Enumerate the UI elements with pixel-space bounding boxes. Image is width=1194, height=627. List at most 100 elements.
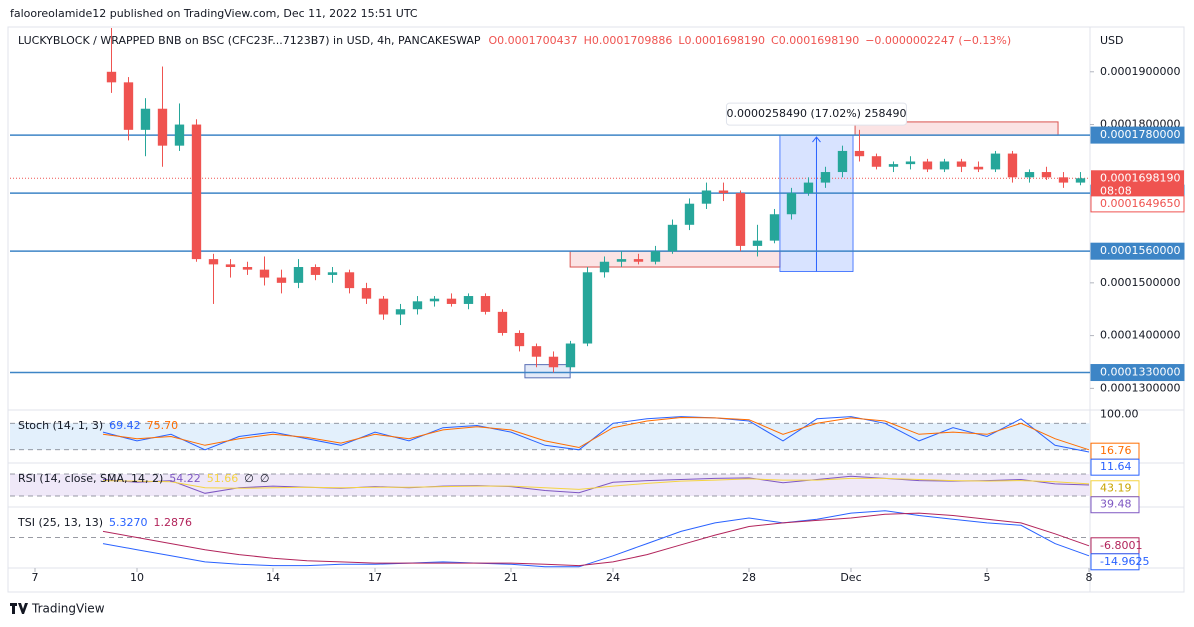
y-tick-label: 0.0001500000 — [1100, 276, 1180, 289]
candle-body — [344, 272, 355, 289]
indicator-axis-label: 16.76 — [1100, 444, 1132, 457]
chart-frame — [7, 26, 1185, 593]
ohlc-value: −0.0000002247 (−0.13%) — [865, 34, 1011, 47]
indicator-name: TSI (25, 13, 13) — [17, 516, 103, 529]
indicator-axis-label: 39.48 — [1100, 498, 1132, 511]
indicator-axis-label: 11.64 — [1100, 460, 1132, 473]
candle-body — [123, 82, 134, 130]
indicator-axis-label: 100.00 — [1100, 407, 1139, 420]
indicator-axis-label: -14.9625 — [1100, 555, 1149, 568]
level-label: 0.0001560000 — [1100, 244, 1180, 257]
candle-body — [1041, 172, 1052, 178]
indicator-axis-label: 43.19 — [1100, 482, 1132, 495]
candle-body — [667, 224, 678, 252]
indicator-value: 51.66 — [207, 472, 239, 485]
candle-body — [684, 203, 695, 225]
indicator-legend: TSI (25, 13, 13) 5.3270 1.2876 — [17, 516, 192, 529]
indicator-axis-label: -6.8001 — [1100, 539, 1142, 552]
candle-body — [378, 298, 389, 315]
x-tick-label: 17 — [368, 571, 382, 584]
zone — [524, 364, 571, 379]
candle-body — [293, 267, 304, 283]
candle-body — [412, 301, 423, 310]
indicator-legend: Stoch (14, 1, 3) 69.42 75.70 — [18, 419, 178, 432]
candle-body — [973, 166, 984, 170]
candle-body — [650, 251, 661, 262]
countdown-label: 08:08 — [1100, 184, 1132, 197]
indicator-line — [102, 416, 1090, 453]
candle-body — [480, 296, 491, 312]
candle-body — [310, 267, 321, 275]
candle-body — [939, 161, 950, 170]
candle-body — [191, 124, 202, 260]
indicator-legend: RSI (14, close, SMA, 14, 2) 54.22 51.66 ∅ ∅ — [18, 472, 269, 485]
indicator-value: 1.2876 — [154, 516, 193, 529]
indicator-line — [102, 477, 1090, 490]
symbol-title: LUCKYBLOCK / WRAPPED BNB on BSC (CFC23F.… — [18, 34, 481, 47]
y-tick-label: 0.0001400000 — [1100, 329, 1180, 342]
measure-label-box — [725, 102, 907, 126]
candle-body — [361, 288, 372, 299]
x-tick-label: 7 — [31, 571, 38, 584]
candle-body — [327, 272, 338, 275]
measure-label: 0.0000258490 (17.02%) 258490 — [726, 107, 906, 120]
ohlc-value: H0.0001709886 — [584, 34, 673, 47]
x-tick-label: 28 — [742, 571, 756, 584]
measure-arrowhead — [812, 136, 821, 143]
candle-body — [1024, 172, 1035, 178]
x-tick-label: 21 — [504, 571, 518, 584]
indicator-name: RSI (14, close, SMA, 14, 2) — [18, 472, 163, 485]
candle-body — [276, 277, 287, 283]
plot-area — [10, 28, 1090, 379]
indicator-line — [102, 512, 1090, 567]
marker-price-label: 0.0001649650 — [1100, 197, 1180, 210]
indicator-line — [102, 416, 1090, 451]
level-box — [1090, 242, 1185, 260]
candle-body — [395, 309, 406, 315]
y-tick-label: 0.0001300000 — [1100, 381, 1180, 394]
currency-label: USD — [1100, 34, 1124, 47]
x-tick-label: 14 — [266, 571, 280, 584]
candle-body — [718, 190, 729, 194]
indicator-value: 5.3270 — [109, 516, 148, 529]
level-label: 0.0001330000 — [1100, 366, 1180, 379]
candle-body — [106, 71, 117, 83]
publish-line: falooreolamide12 published on TradingVie… — [10, 7, 418, 20]
candle-body — [633, 259, 644, 262]
indicator-axis-box — [1090, 553, 1140, 571]
ohlc-value: C0.0001698190 — [771, 34, 859, 47]
candle-body — [463, 296, 474, 304]
x-tick-label: 5 — [983, 571, 990, 584]
indicator-name: Stoch (14, 1, 3) — [18, 419, 103, 432]
candle-body — [174, 124, 185, 146]
indicator-axis-box — [1090, 496, 1140, 514]
candle-body — [565, 343, 576, 368]
candle-body — [548, 356, 559, 368]
indicator-value: 54.22 — [169, 472, 201, 485]
ohlc-value: L0.0001698190 — [678, 34, 765, 47]
candle-body — [752, 240, 763, 246]
candle-body — [701, 190, 712, 204]
candle-body — [769, 214, 780, 241]
indicator-line — [102, 510, 1090, 568]
indicator-value: ∅ — [260, 472, 270, 485]
candle-body — [582, 272, 593, 344]
candle-body — [786, 193, 797, 215]
last-price-box — [1091, 170, 1184, 199]
candle-body — [854, 150, 865, 157]
candle-body — [837, 150, 848, 173]
marker-price-box — [1090, 195, 1185, 213]
level-label: 0.0001780000 — [1100, 128, 1180, 141]
candle-body — [140, 108, 151, 130]
candle-body — [208, 259, 219, 265]
candle-body — [157, 108, 168, 146]
indicator-value: 75.70 — [147, 419, 179, 432]
brand-name: TradingView — [31, 602, 105, 616]
candle-body — [922, 161, 933, 170]
candle-body — [429, 298, 440, 302]
candle-body — [1058, 177, 1069, 183]
candle-body — [225, 264, 236, 268]
candle-body — [1007, 153, 1018, 178]
